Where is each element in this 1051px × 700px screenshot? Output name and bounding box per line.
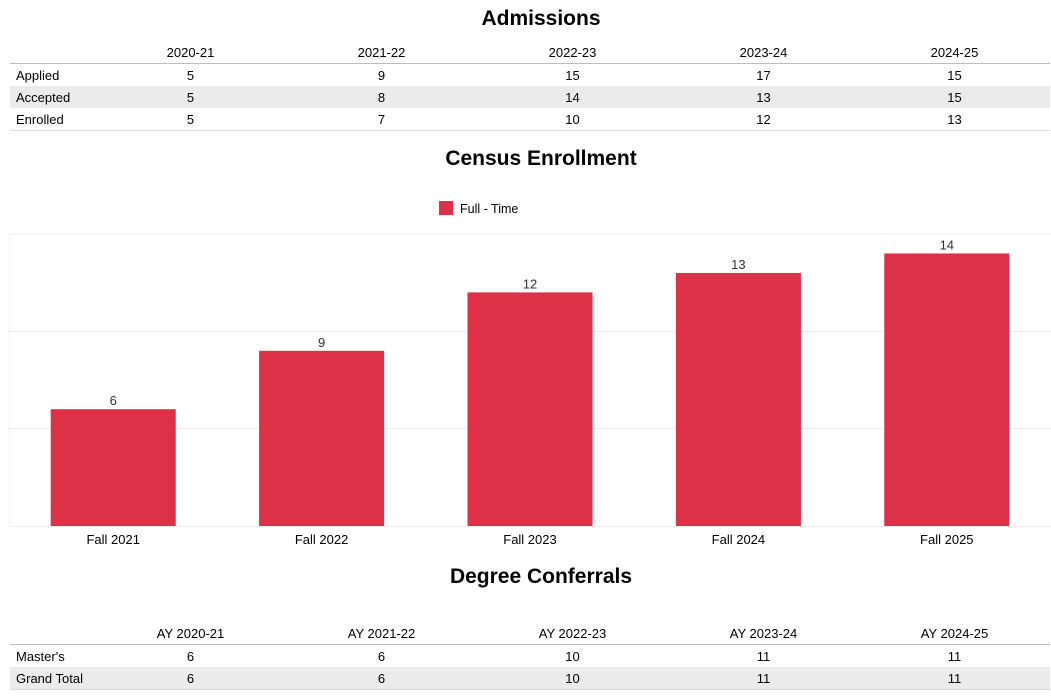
x-tick-label: Fall 2022	[295, 532, 348, 547]
table-row: Enrolled 5 7 10 12 13	[10, 108, 1050, 131]
table-cell: 11	[947, 648, 962, 664]
legend-label: Full - Time	[460, 202, 518, 216]
table-cell: 10	[565, 111, 580, 127]
admissions-col-header: 2022-23	[548, 45, 597, 60]
admissions-header-row: 2020-21 2021-22 2022-23 2023-24 2024-25	[10, 42, 1050, 64]
x-tick-label: Fall 2025	[920, 532, 973, 547]
chart-bars	[50, 253, 1010, 526]
conferrals-table: AY 2020-21 AY 2021-22 AY 2022-23 AY 2023…	[10, 623, 1050, 690]
conferrals-col-header: AY 2022-23	[538, 626, 607, 641]
admissions-col-header: 2023-24	[739, 45, 788, 60]
table-cell: 10	[477, 667, 668, 690]
table-cell: 14	[477, 86, 668, 108]
table-cell: 15	[565, 67, 580, 83]
row-label-grand-total: Grand Total	[10, 667, 95, 690]
admissions-col-header: 2020-21	[166, 45, 215, 60]
table-cell: 13	[947, 111, 962, 127]
table-cell: 6	[286, 667, 477, 690]
bar-value-label: 14	[940, 237, 954, 252]
admissions-table: 2020-21 2021-22 2022-23 2023-24 2024-25 …	[10, 42, 1050, 131]
table-cell: 11	[668, 667, 859, 690]
table-row: Accepted 5 8 14 13 15	[10, 86, 1050, 108]
x-tick-label: Fall 2021	[86, 532, 139, 547]
conferrals-col-header: AY 2020-21	[156, 626, 225, 641]
conferrals-col-header: AY 2021-22	[347, 626, 416, 641]
table-cell: 15	[947, 67, 962, 83]
table-cell: 6	[377, 648, 386, 664]
conferrals-header-row: AY 2020-21 AY 2021-22 AY 2022-23 AY 2023…	[10, 623, 1050, 645]
chart-value-labels: 6 9 12 13 14	[110, 237, 954, 408]
row-label-accepted: Accepted	[10, 86, 95, 108]
table-cell: 15	[859, 86, 1050, 108]
table-cell: 7	[377, 111, 386, 127]
enrollment-title: Census Enrollment	[445, 147, 637, 170]
table-cell: 17	[756, 67, 771, 83]
table-cell: 11	[756, 648, 771, 664]
header-corner	[10, 42, 95, 64]
admissions-title: Admissions	[481, 7, 601, 30]
table-cell: 5	[186, 111, 195, 127]
table-cell: 8	[286, 86, 477, 108]
table-row: Grand Total 6 6 10 11 11	[10, 667, 1050, 690]
table-cell: 6	[186, 648, 195, 664]
table-cell: 6	[95, 667, 286, 690]
table-cell: 9	[377, 67, 386, 83]
bar-value-label: 6	[110, 393, 117, 408]
bar-value-label: 13	[731, 257, 745, 272]
conferrals-col-header: AY 2023-24	[729, 626, 798, 641]
row-label-applied: Applied	[16, 67, 60, 83]
bar-value-label: 12	[523, 276, 537, 291]
admissions-col-header: 2021-22	[357, 45, 406, 60]
table-cell: 5	[186, 67, 195, 83]
row-label-enrolled: Enrolled	[16, 111, 64, 127]
bar	[467, 292, 593, 526]
x-tick-label: Fall 2023	[503, 532, 556, 547]
header-corner	[10, 623, 95, 645]
table-cell: 5	[95, 86, 286, 108]
table-cell: 12	[756, 111, 771, 127]
conferrals-title: Degree Conferrals	[449, 565, 633, 588]
conferrals-col-header: AY 2024-25	[920, 626, 989, 641]
x-tick-label: Fall 2024	[712, 532, 765, 547]
table-row: Master's 6 6 10 11 11	[10, 645, 1050, 668]
bar	[259, 350, 385, 526]
table-cell: 10	[565, 648, 580, 664]
chart-x-ticks: Fall 2021 Fall 2022 Fall 2023 Fall 2024 Fall…	[86, 532, 973, 547]
row-label-masters: Master's	[16, 648, 65, 664]
legend-swatch	[439, 201, 453, 215]
table-cell: 11	[859, 667, 1050, 690]
admissions-col-header: 2024-25	[930, 45, 979, 60]
table-row: Applied 5 9 15 17 15	[10, 64, 1050, 87]
table-cell: 13	[668, 86, 859, 108]
bar	[884, 253, 1010, 526]
bar-value-label: 9	[318, 335, 325, 350]
bar	[675, 272, 801, 526]
chart-legend: Full - Time	[439, 201, 518, 216]
bar	[50, 409, 176, 526]
